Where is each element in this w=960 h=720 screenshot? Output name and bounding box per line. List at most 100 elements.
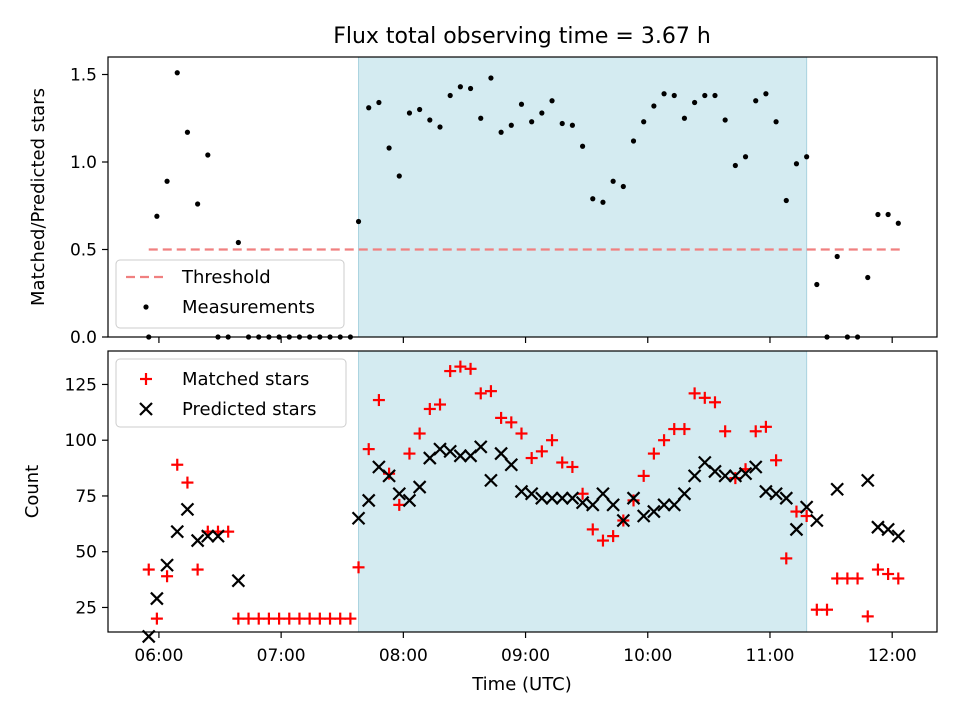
predicted-star-point (150, 591, 164, 606)
measurement-point (518, 101, 525, 107)
predicted-star-point (769, 486, 783, 501)
matched-star-point (535, 445, 548, 458)
predicted-star-point (514, 484, 529, 499)
matched-star-point (142, 563, 155, 576)
bottom-y-tick-label: 100 (65, 431, 97, 451)
chart-title: Flux total observing time = 3.67 h (333, 24, 711, 49)
matched-star-point (515, 427, 528, 440)
bottom-y-tick-label: 25 (75, 598, 97, 618)
x-tick-label: 12:00 (868, 646, 917, 666)
measurement-point (763, 91, 769, 97)
predicted-star-point (170, 524, 185, 539)
predicted-star-point (361, 493, 376, 508)
matched-star-point (484, 385, 497, 398)
matched-star-point (413, 427, 426, 440)
legend-predicted-swatch (139, 402, 153, 416)
predicted-star-point (402, 493, 417, 508)
measurement-point (875, 211, 881, 218)
predicted-star-point (473, 440, 488, 454)
predicted-star-point (392, 486, 407, 501)
matched-star-point (344, 612, 357, 625)
measurement-point (783, 197, 789, 204)
measurement-point (457, 84, 463, 90)
measurement-point (559, 120, 565, 127)
measurement-point (195, 201, 201, 207)
matched-star-point (372, 394, 385, 407)
matched-star-point (810, 603, 823, 616)
predicted-star-point (677, 486, 692, 501)
predicted-star-point (382, 469, 396, 483)
matched-star-point (708, 396, 721, 409)
x-axis-label: Time (UTC) (471, 674, 572, 695)
matched-star-point (658, 434, 671, 447)
predicted-star-point (810, 513, 824, 528)
top-x-ticks (158, 337, 893, 343)
predicted-star-point (779, 491, 794, 505)
legend-matched-swatch (140, 373, 152, 385)
matched-star-point (892, 572, 905, 585)
predicted-star-point (748, 460, 763, 474)
predicted-star-point (647, 504, 661, 519)
matched-star-point (262, 612, 275, 625)
predicted-star-point (545, 491, 559, 505)
matched-star-point (861, 610, 874, 623)
predicted-star-point (180, 502, 195, 517)
measurement-point (610, 178, 616, 184)
predicted-star-point (443, 444, 457, 459)
predicted-star-point (504, 457, 519, 472)
legend-threshold-label: Threshold (181, 267, 271, 288)
measurement-point (376, 99, 382, 106)
matched-star-point (586, 523, 599, 536)
matched-star-point (232, 612, 245, 625)
measurement-point (722, 117, 728, 123)
matched-star-point (647, 447, 660, 460)
predicted-star-point (789, 522, 804, 537)
predicted-star-point (881, 522, 895, 537)
matched-star-point (729, 472, 742, 485)
matched-star-point (383, 467, 396, 480)
x-tick-label: 07:00 (257, 646, 306, 666)
matched-star-point (698, 391, 711, 404)
top-y-tick-label: 0.5 (70, 241, 97, 261)
x-tick-label: 08:00 (379, 646, 428, 666)
measurement-point (742, 154, 749, 160)
measurement-point (630, 138, 637, 144)
matched-star-point (800, 510, 813, 523)
matched-star-point (566, 460, 579, 473)
measurement-point (641, 119, 647, 125)
predicted-star-point (636, 509, 651, 523)
predicted-star-point (657, 498, 671, 512)
bottom-y-axis-label: Count (22, 465, 43, 518)
matched-star-point (150, 612, 163, 625)
matched-star-point (607, 530, 620, 543)
measurement-point (539, 110, 545, 116)
predicted-star-point (211, 529, 225, 543)
matched-star-point (242, 612, 255, 625)
x-tick-label: 10:00 (623, 646, 672, 666)
measurement-point (437, 124, 443, 130)
measurement-point (793, 161, 800, 167)
measurement-point (569, 122, 576, 128)
matched-star-point (293, 612, 306, 625)
measurement-point (651, 103, 657, 109)
matched-star-point (303, 612, 316, 625)
predicted-star-point (871, 520, 885, 534)
matched-star-point (556, 456, 569, 469)
matched-star-point (283, 612, 296, 625)
predicted-star-point (524, 486, 539, 501)
matched-star-point (821, 603, 834, 616)
matched-star-point (464, 362, 477, 375)
measurement-point (396, 173, 402, 179)
measurement-point (164, 178, 170, 184)
bottom-y-ticks: 25 50 75 100 125 (65, 375, 108, 618)
predicted-star-point (201, 529, 215, 543)
top-axes-frame (107, 56, 938, 338)
bottom-panel: 06:00 07:00 08:00 09:00 10:00 11:00 12:00 25 50… (22, 350, 938, 695)
matched-star-point (334, 612, 347, 625)
measurement-point (590, 196, 596, 202)
measurement-point (174, 70, 180, 76)
matched-star-point (749, 425, 762, 438)
predicted-star-point (891, 529, 906, 543)
predicted-star-point (860, 473, 875, 488)
measurement-point (447, 92, 453, 99)
